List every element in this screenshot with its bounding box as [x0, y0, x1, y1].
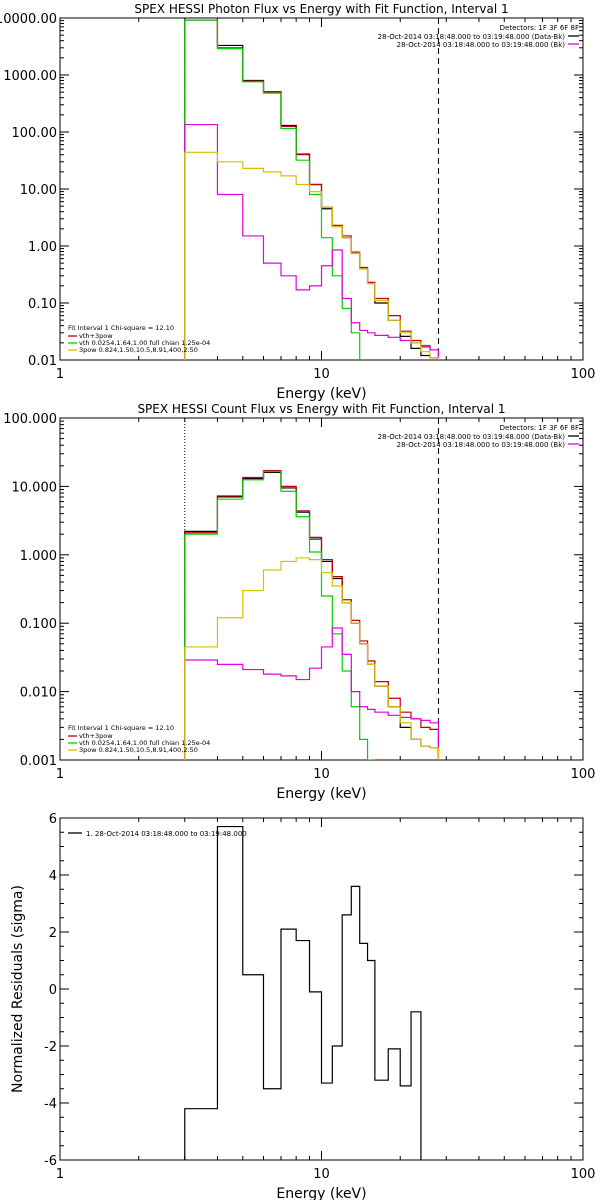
- histogram-series-3: [184, 19, 376, 360]
- fit-legend-entry: vth+3pow: [79, 332, 113, 340]
- y-axis-label: Normalized Residuals (sigma): [10, 885, 26, 1093]
- x-tick-label: 1: [56, 767, 64, 782]
- y-tick-label: -4: [44, 1097, 57, 1112]
- y-tick-label: 0.001: [20, 754, 57, 769]
- detectors-label: Detectors: 1F 3F 6F 8F: [500, 424, 579, 432]
- y-tick-label: -6: [44, 1154, 57, 1169]
- chart-title: SPEX HESSI Photon Flux vs Energy with Fi…: [134, 2, 508, 16]
- histogram-series-5: [184, 557, 440, 760]
- chart-panel-2: SPEX HESSI Count Flux vs Energy with Fit…: [3, 402, 595, 802]
- x-tick-label: 10: [313, 367, 330, 382]
- time-range-label: 28-Oct-2014 03:18:48.000 to 03:19:48.000…: [378, 33, 566, 41]
- fit-legend-entry: 3pow 0.824,1.50,10.5,8.91,400,2.50: [79, 346, 198, 354]
- fit-legend-entry: 3pow 0.824,1.50,10.5,8.91,400,2.50: [79, 746, 198, 754]
- time-range-label: 28-Oct-2014 03:18:48.000 to 03:19:48.000…: [397, 441, 566, 449]
- y-tick-label: 0.100: [20, 617, 57, 632]
- residual-legend-label: 1. 28-Oct-2014 03:18:48.000 to 03:19:48.…: [86, 830, 247, 838]
- histogram-series-4: [184, 627, 440, 760]
- fit-legend-header: Fit Interval 1 Chi-square = 12.10: [68, 324, 174, 332]
- fit-legend-header: Fit Interval 1 Chi-square = 12.10: [68, 724, 174, 732]
- y-tick-label: 0: [49, 983, 57, 998]
- y-tick-label: 6: [49, 812, 57, 827]
- x-tick-label: 100: [571, 767, 596, 782]
- x-axis-label: Energy (keV): [276, 386, 366, 402]
- y-tick-label: 4: [49, 869, 57, 884]
- y-tick-label: 1.00: [28, 240, 57, 255]
- histogram-series-5: [184, 151, 440, 360]
- y-tick-label: 1000.00: [3, 69, 57, 84]
- x-tick-label: 1: [56, 367, 64, 382]
- detectors-label: Detectors: 1F 3F 6F 8F: [500, 24, 579, 32]
- y-tick-label: 2: [49, 926, 57, 941]
- histogram-series-1: [184, 825, 440, 1160]
- series-group: [184, 19, 440, 360]
- x-tick-label: 10: [313, 767, 330, 782]
- histogram-series-1: [184, 19, 440, 360]
- histogram-series-3: [184, 470, 375, 760]
- x-tick-label: 100: [571, 367, 596, 382]
- y-tick-label: 100.000: [3, 412, 57, 427]
- fit-legend-entry: vth 0.0254,1.64,1.00 full chian 1.25e-04: [79, 739, 210, 747]
- x-axis-label: Energy (keV): [276, 1186, 366, 1200]
- y-tick-label: 10.00: [20, 183, 57, 198]
- x-tick-label: 10: [313, 1167, 330, 1182]
- fit-legend-entry: vth 0.0254,1.64,1.00 full chian 1.25e-04: [79, 339, 210, 347]
- chart-title: SPEX HESSI Count Flux vs Energy with Fit…: [137, 402, 505, 416]
- x-axis-label: Energy (keV): [276, 786, 366, 802]
- y-tick-label: 0.010: [20, 686, 57, 701]
- y-tick-label: 10.000: [12, 480, 58, 495]
- series-group: [184, 470, 440, 760]
- plot-frame: [59, 817, 584, 1161]
- y-tick-label: 1.000: [20, 549, 57, 564]
- fit-legend-entry: vth+3pow: [79, 732, 113, 740]
- chart-panel-3: 1 10 100 Energy (keV) -6 -4 -2 0 2 4 6 Normalized R…: [10, 812, 595, 1200]
- y-tick-label: 0.10: [28, 297, 57, 312]
- x-tick-label: 100: [571, 1167, 596, 1182]
- time-range-label: 28-Oct-2014 03:18:48.000 to 03:19:48.000…: [397, 41, 566, 49]
- y-tick-label: 10000.00: [0, 12, 57, 27]
- time-range-label: 28-Oct-2014 03:18:48.000 to 03:19:48.000…: [378, 433, 566, 441]
- y-tick-label: -2: [44, 1040, 57, 1055]
- x-tick-label: 1: [56, 1167, 64, 1182]
- chart-panel-1: SPEX HESSI Photon Flux vs Energy with Fi…: [0, 2, 595, 402]
- y-tick-label: 0.01: [28, 354, 57, 369]
- histogram-series-2: [184, 19, 440, 360]
- series-group: [184, 825, 440, 1160]
- y-tick-label: 100.00: [12, 126, 58, 141]
